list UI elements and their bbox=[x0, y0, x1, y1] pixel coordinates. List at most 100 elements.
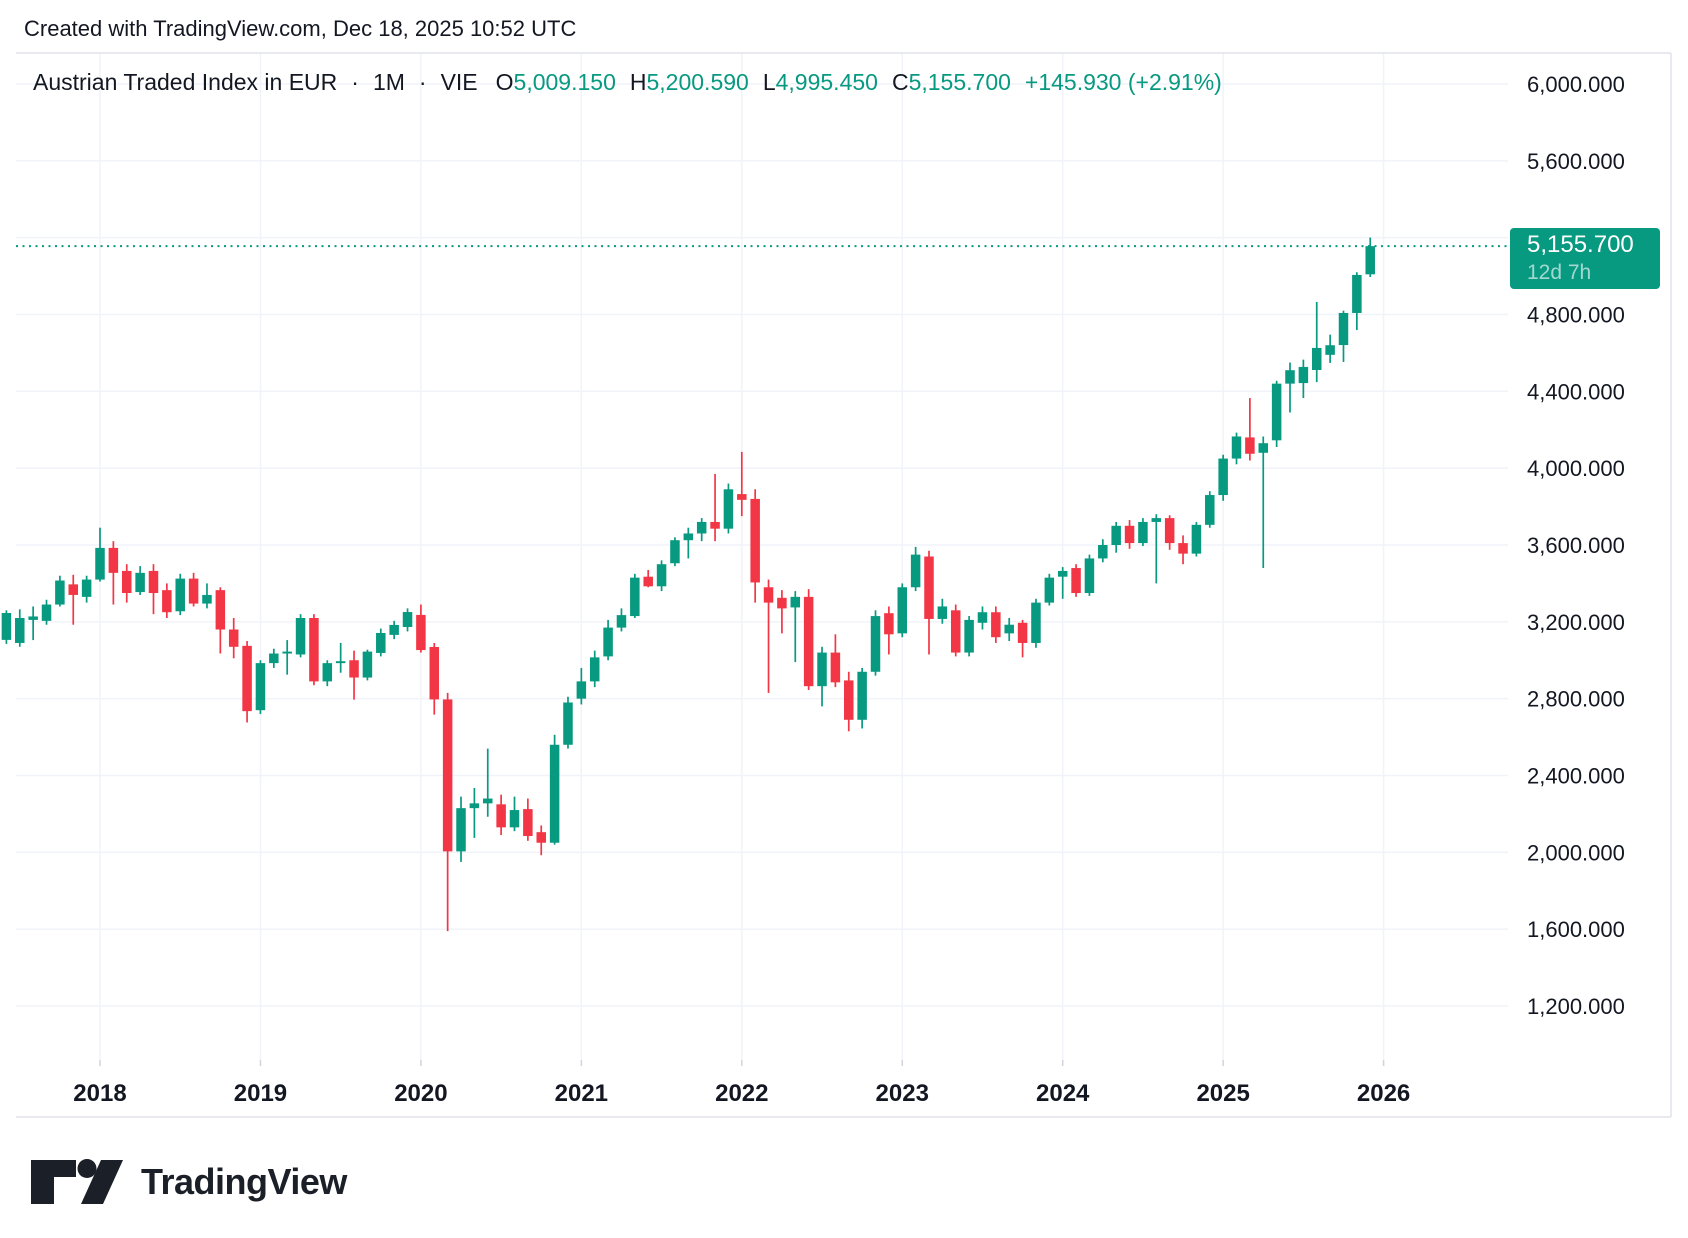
candle[interactable] bbox=[710, 473, 720, 542]
tradingview-logo[interactable]: TradingView bbox=[30, 1157, 347, 1207]
price-scale-label[interactable]: 4,800.000 bbox=[1527, 302, 1625, 327]
candle[interactable] bbox=[282, 640, 292, 675]
candle[interactable] bbox=[683, 527, 694, 559]
candle[interactable] bbox=[790, 591, 801, 663]
candle[interactable] bbox=[1017, 619, 1028, 658]
price-scale-label[interactable]: 5,600.000 bbox=[1527, 149, 1625, 174]
candle[interactable] bbox=[1352, 272, 1362, 331]
price-scale-label[interactable]: 3,200.000 bbox=[1527, 610, 1625, 635]
candle[interactable] bbox=[1218, 454, 1228, 501]
candle[interactable] bbox=[950, 604, 961, 657]
candle[interactable] bbox=[1111, 521, 1121, 553]
candle[interactable] bbox=[777, 590, 787, 634]
candle[interactable] bbox=[162, 583, 172, 618]
candle[interactable] bbox=[763, 579, 774, 693]
time-scale-label[interactable]: 2022 bbox=[715, 1080, 768, 1107]
candle[interactable] bbox=[335, 642, 346, 673]
candle[interactable] bbox=[991, 606, 1001, 643]
candle[interactable] bbox=[1365, 237, 1375, 277]
candle[interactable] bbox=[376, 628, 386, 657]
candle[interactable] bbox=[188, 572, 199, 607]
time-scale-label[interactable]: 2026 bbox=[1357, 1080, 1410, 1107]
candle[interactable] bbox=[1124, 520, 1135, 549]
candle[interactable] bbox=[483, 748, 493, 817]
candle[interactable] bbox=[857, 667, 867, 729]
candle[interactable] bbox=[870, 610, 881, 676]
time-scale-label[interactable]: 2025 bbox=[1196, 1080, 1249, 1107]
candle[interactable] bbox=[643, 569, 653, 588]
candle[interactable] bbox=[1298, 359, 1309, 399]
candle[interactable] bbox=[1098, 539, 1108, 563]
candle[interactable] bbox=[937, 598, 948, 624]
candle[interactable] bbox=[228, 617, 239, 659]
candle[interactable] bbox=[844, 671, 854, 732]
candle[interactable] bbox=[750, 489, 760, 603]
candle[interactable] bbox=[202, 583, 212, 609]
candle[interactable] bbox=[1057, 567, 1068, 599]
candle[interactable] bbox=[977, 606, 988, 630]
candle[interactable] bbox=[589, 650, 600, 688]
candle[interactable] bbox=[1151, 514, 1162, 584]
candle[interactable] bbox=[884, 606, 894, 655]
candle[interactable] bbox=[603, 619, 613, 661]
candle[interactable] bbox=[964, 616, 974, 657]
candle[interactable] bbox=[108, 541, 119, 605]
candle[interactable] bbox=[1, 610, 12, 644]
candle[interactable] bbox=[576, 667, 587, 705]
candle[interactable] bbox=[41, 599, 52, 625]
candle[interactable] bbox=[309, 614, 319, 686]
candle[interactable] bbox=[55, 575, 65, 607]
candle[interactable] bbox=[362, 649, 373, 681]
time-scale-label[interactable]: 2021 bbox=[555, 1080, 608, 1107]
candle[interactable] bbox=[924, 550, 934, 655]
candle[interactable] bbox=[255, 660, 266, 715]
candle[interactable] bbox=[416, 604, 426, 653]
candle[interactable] bbox=[656, 560, 667, 592]
candle[interactable] bbox=[509, 796, 520, 832]
candle[interactable] bbox=[1325, 334, 1335, 363]
candle[interactable] bbox=[269, 648, 279, 668]
price-scale-label[interactable]: 3,600.000 bbox=[1527, 533, 1625, 558]
candle[interactable] bbox=[670, 537, 680, 567]
time-scale-label[interactable]: 2019 bbox=[234, 1080, 287, 1107]
candle[interactable] bbox=[175, 573, 185, 616]
candle[interactable] bbox=[456, 796, 466, 862]
candle[interactable] bbox=[630, 573, 640, 618]
candle[interactable] bbox=[897, 583, 907, 638]
candle[interactable] bbox=[429, 642, 440, 715]
candle[interactable] bbox=[349, 650, 359, 700]
candle[interactable] bbox=[696, 518, 707, 542]
candle[interactable] bbox=[1311, 302, 1322, 383]
candle[interactable] bbox=[1245, 398, 1255, 461]
candle[interactable] bbox=[1004, 617, 1014, 642]
price-scale-label[interactable]: 4,400.000 bbox=[1527, 379, 1625, 404]
candle[interactable] bbox=[1031, 598, 1041, 648]
candle[interactable] bbox=[1285, 362, 1295, 413]
candle[interactable] bbox=[442, 692, 453, 932]
candle[interactable] bbox=[1231, 432, 1242, 465]
candle[interactable] bbox=[1338, 310, 1349, 362]
time-scale-label[interactable]: 2020 bbox=[394, 1080, 447, 1107]
candle[interactable] bbox=[1164, 515, 1175, 550]
candle[interactable] bbox=[81, 575, 92, 603]
time-scale-label[interactable]: 2018 bbox=[73, 1080, 126, 1107]
candle[interactable] bbox=[536, 825, 546, 856]
candle[interactable] bbox=[15, 609, 25, 647]
price-scale-label[interactable]: 6,000.000 bbox=[1527, 72, 1625, 97]
price-scale-label[interactable]: 2,400.000 bbox=[1527, 763, 1625, 788]
candle[interactable] bbox=[322, 660, 333, 687]
candle[interactable] bbox=[549, 734, 560, 845]
candle[interactable] bbox=[1258, 436, 1269, 569]
candle[interactable] bbox=[121, 564, 132, 603]
price-scale-label[interactable]: 1,200.000 bbox=[1527, 994, 1625, 1019]
price-scale-label[interactable]: 2,800.000 bbox=[1527, 687, 1625, 712]
candle[interactable] bbox=[295, 614, 306, 658]
candle[interactable] bbox=[817, 646, 827, 707]
candle[interactable] bbox=[1191, 521, 1202, 557]
symbol-title[interactable]: Austrian Traded Index in EUR bbox=[33, 69, 338, 95]
price-scale-label[interactable]: 4,000.000 bbox=[1527, 456, 1625, 481]
candle[interactable] bbox=[1178, 535, 1188, 565]
candle[interactable] bbox=[1205, 491, 1215, 528]
candle[interactable] bbox=[68, 574, 79, 625]
